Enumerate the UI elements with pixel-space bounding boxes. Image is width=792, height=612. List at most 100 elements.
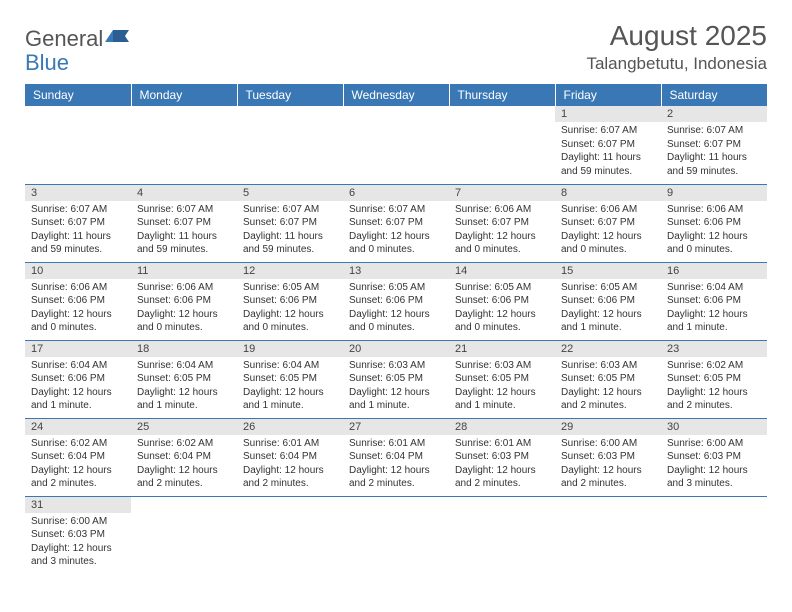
- calendar-week-row: 10Sunrise: 6:06 AMSunset: 6:06 PMDayligh…: [25, 262, 767, 340]
- weekday-header: Saturday: [661, 84, 767, 106]
- day-number: 6: [343, 185, 449, 201]
- day-number: 20: [343, 341, 449, 357]
- weekday-header: Sunday: [25, 84, 131, 106]
- daylight-text: Daylight: 12 hours and 2 minutes.: [455, 464, 549, 491]
- sunset-text: Sunset: 6:06 PM: [667, 294, 761, 308]
- sunrise-text: Sunrise: 6:00 AM: [667, 437, 761, 451]
- calendar-week-row: 17Sunrise: 6:04 AMSunset: 6:06 PMDayligh…: [25, 340, 767, 418]
- calendar-week-row: 24Sunrise: 6:02 AMSunset: 6:04 PMDayligh…: [25, 418, 767, 496]
- daylight-text: Daylight: 12 hours and 2 minutes.: [243, 464, 337, 491]
- day-number: 4: [131, 185, 237, 201]
- sunset-text: Sunset: 6:05 PM: [137, 372, 231, 386]
- daylight-text: Daylight: 12 hours and 2 minutes.: [561, 386, 655, 413]
- daylight-text: Daylight: 11 hours and 59 minutes.: [31, 230, 125, 257]
- sunset-text: Sunset: 6:04 PM: [349, 450, 443, 464]
- daylight-text: Daylight: 12 hours and 1 minute.: [561, 308, 655, 335]
- sunset-text: Sunset: 6:05 PM: [667, 372, 761, 386]
- sunset-text: Sunset: 6:03 PM: [31, 528, 125, 542]
- weekday-header: Tuesday: [237, 84, 343, 106]
- calendar-day-cell: [343, 496, 449, 574]
- day-number: 19: [237, 341, 343, 357]
- logo-text-blue: Blue: [25, 50, 69, 75]
- sunrise-text: Sunrise: 6:03 AM: [561, 359, 655, 373]
- day-body: Sunrise: 6:01 AMSunset: 6:04 PMDaylight:…: [343, 435, 449, 495]
- day-number: 7: [449, 185, 555, 201]
- sunset-text: Sunset: 6:05 PM: [349, 372, 443, 386]
- day-body: Sunrise: 6:07 AMSunset: 6:07 PMDaylight:…: [25, 201, 131, 261]
- sunset-text: Sunset: 6:06 PM: [667, 216, 761, 230]
- sunrise-text: Sunrise: 6:07 AM: [31, 203, 125, 217]
- sunset-text: Sunset: 6:06 PM: [561, 294, 655, 308]
- day-body: Sunrise: 6:05 AMSunset: 6:06 PMDaylight:…: [237, 279, 343, 339]
- day-number: 16: [661, 263, 767, 279]
- daylight-text: Daylight: 12 hours and 1 minute.: [243, 386, 337, 413]
- calendar-day-cell: 2Sunrise: 6:07 AMSunset: 6:07 PMDaylight…: [661, 106, 767, 184]
- calendar-day-cell: 14Sunrise: 6:05 AMSunset: 6:06 PMDayligh…: [449, 262, 555, 340]
- day-body: Sunrise: 6:04 AMSunset: 6:05 PMDaylight:…: [237, 357, 343, 417]
- day-number: 23: [661, 341, 767, 357]
- day-number: 9: [661, 185, 767, 201]
- day-number: 14: [449, 263, 555, 279]
- sunset-text: Sunset: 6:07 PM: [243, 216, 337, 230]
- day-body: Sunrise: 6:03 AMSunset: 6:05 PMDaylight:…: [449, 357, 555, 417]
- calendar-day-cell: [131, 106, 237, 184]
- sunset-text: Sunset: 6:06 PM: [137, 294, 231, 308]
- day-number: 24: [25, 419, 131, 435]
- day-body: Sunrise: 6:06 AMSunset: 6:06 PMDaylight:…: [661, 201, 767, 261]
- sunrise-text: Sunrise: 6:05 AM: [455, 281, 549, 295]
- day-body: Sunrise: 6:07 AMSunset: 6:07 PMDaylight:…: [343, 201, 449, 261]
- calendar-day-cell: 3Sunrise: 6:07 AMSunset: 6:07 PMDaylight…: [25, 184, 131, 262]
- sunset-text: Sunset: 6:04 PM: [31, 450, 125, 464]
- daylight-text: Daylight: 12 hours and 0 minutes.: [31, 308, 125, 335]
- daylight-text: Daylight: 12 hours and 0 minutes.: [137, 308, 231, 335]
- day-body: Sunrise: 6:06 AMSunset: 6:07 PMDaylight:…: [555, 201, 661, 261]
- day-body: Sunrise: 6:03 AMSunset: 6:05 PMDaylight:…: [555, 357, 661, 417]
- daylight-text: Daylight: 12 hours and 0 minutes.: [349, 230, 443, 257]
- sunset-text: Sunset: 6:05 PM: [455, 372, 549, 386]
- sunset-text: Sunset: 6:05 PM: [561, 372, 655, 386]
- day-number: 21: [449, 341, 555, 357]
- sunrise-text: Sunrise: 6:07 AM: [349, 203, 443, 217]
- sunset-text: Sunset: 6:07 PM: [561, 138, 655, 152]
- day-number: 26: [237, 419, 343, 435]
- calendar-day-cell: 5Sunrise: 6:07 AMSunset: 6:07 PMDaylight…: [237, 184, 343, 262]
- sunrise-text: Sunrise: 6:06 AM: [455, 203, 549, 217]
- daylight-text: Daylight: 12 hours and 0 minutes.: [243, 308, 337, 335]
- day-number: 18: [131, 341, 237, 357]
- calendar-day-cell: 4Sunrise: 6:07 AMSunset: 6:07 PMDaylight…: [131, 184, 237, 262]
- calendar-day-cell: 29Sunrise: 6:00 AMSunset: 6:03 PMDayligh…: [555, 418, 661, 496]
- logo-text-general: General: [25, 26, 103, 52]
- sunset-text: Sunset: 6:06 PM: [31, 294, 125, 308]
- daylight-text: Daylight: 12 hours and 3 minutes.: [31, 542, 125, 569]
- calendar-day-cell: 20Sunrise: 6:03 AMSunset: 6:05 PMDayligh…: [343, 340, 449, 418]
- calendar-day-cell: 28Sunrise: 6:01 AMSunset: 6:03 PMDayligh…: [449, 418, 555, 496]
- calendar-day-cell: [555, 496, 661, 574]
- weekday-header: Wednesday: [343, 84, 449, 106]
- calendar-day-cell: 12Sunrise: 6:05 AMSunset: 6:06 PMDayligh…: [237, 262, 343, 340]
- day-number: 10: [25, 263, 131, 279]
- calendar-day-cell: 21Sunrise: 6:03 AMSunset: 6:05 PMDayligh…: [449, 340, 555, 418]
- day-body: Sunrise: 6:02 AMSunset: 6:04 PMDaylight:…: [25, 435, 131, 495]
- sunrise-text: Sunrise: 6:07 AM: [137, 203, 231, 217]
- daylight-text: Daylight: 12 hours and 1 minute.: [455, 386, 549, 413]
- day-number: 11: [131, 263, 237, 279]
- weekday-header: Monday: [131, 84, 237, 106]
- sunset-text: Sunset: 6:07 PM: [561, 216, 655, 230]
- daylight-text: Daylight: 12 hours and 2 minutes.: [561, 464, 655, 491]
- sunset-text: Sunset: 6:06 PM: [31, 372, 125, 386]
- calendar-body: 1Sunrise: 6:07 AMSunset: 6:07 PMDaylight…: [25, 106, 767, 574]
- calendar-day-cell: 8Sunrise: 6:06 AMSunset: 6:07 PMDaylight…: [555, 184, 661, 262]
- calendar-day-cell: 9Sunrise: 6:06 AMSunset: 6:06 PMDaylight…: [661, 184, 767, 262]
- day-number: 22: [555, 341, 661, 357]
- day-number: 1: [555, 106, 661, 122]
- calendar-day-cell: 1Sunrise: 6:07 AMSunset: 6:07 PMDaylight…: [555, 106, 661, 184]
- sunset-text: Sunset: 6:05 PM: [243, 372, 337, 386]
- daylight-text: Daylight: 12 hours and 0 minutes.: [349, 308, 443, 335]
- daylight-text: Daylight: 12 hours and 3 minutes.: [667, 464, 761, 491]
- sunrise-text: Sunrise: 6:06 AM: [31, 281, 125, 295]
- day-number: 15: [555, 263, 661, 279]
- day-number: 5: [237, 185, 343, 201]
- daylight-text: Daylight: 12 hours and 2 minutes.: [349, 464, 443, 491]
- sunset-text: Sunset: 6:07 PM: [137, 216, 231, 230]
- calendar-week-row: 3Sunrise: 6:07 AMSunset: 6:07 PMDaylight…: [25, 184, 767, 262]
